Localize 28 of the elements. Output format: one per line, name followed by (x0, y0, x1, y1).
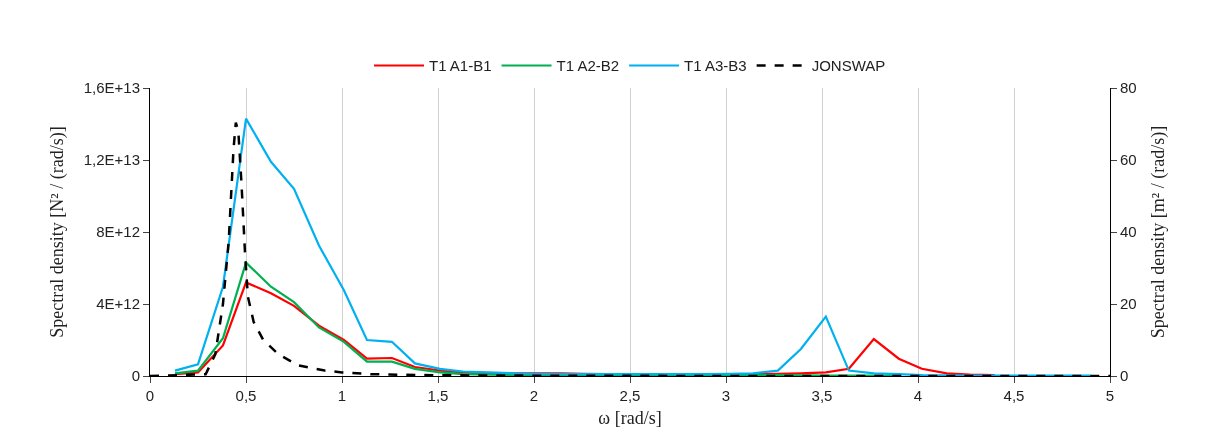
x-tick-label: 3 (721, 387, 731, 404)
y-axis-title: Spectral density [N² / (rad/s)] (46, 126, 68, 338)
y2-tick-label: 40 (1120, 223, 1137, 241)
x-tick-label: 2,5 (619, 387, 641, 404)
x-tick-label: 4 (913, 387, 923, 404)
y-tick-label: 1,6E+13 (83, 79, 140, 97)
x-tick-label: 5 (1105, 387, 1115, 404)
y2-tick-label: 20 (1120, 295, 1137, 313)
y-tick-label: 4E+12 (96, 295, 140, 313)
y2-tick-label: 60 (1120, 151, 1137, 169)
y-tick-label: 1,2E+13 (83, 151, 140, 169)
legend-label: T1 A3-B3 (684, 57, 747, 75)
x-axis-title: ω [rad/s] (598, 408, 662, 429)
x-tick-label: 3,5 (811, 387, 833, 404)
x-tick-label: 2 (529, 387, 539, 404)
y2-tick-label: 80 (1120, 79, 1137, 97)
y-tick-label: 8E+12 (96, 223, 140, 241)
x-tick-label: 1,5 (427, 387, 449, 404)
x-tick-label: 0 (145, 387, 155, 404)
y-tick-label: 0 (131, 367, 140, 385)
x-tick-label: 4,5 (1003, 387, 1025, 404)
legend-label: T1 A1-B1 (429, 57, 492, 75)
x-tick-label: 0,5 (235, 387, 257, 404)
legend-label: JONSWAP (811, 57, 886, 75)
x-tick-label: 1 (337, 387, 347, 404)
y2-axis-title: Spectral density [m² / (rad/s)] (1147, 125, 1169, 339)
y2-tick-label: 0 (1120, 367, 1129, 385)
legend-label: T1 A2-B2 (556, 57, 620, 75)
